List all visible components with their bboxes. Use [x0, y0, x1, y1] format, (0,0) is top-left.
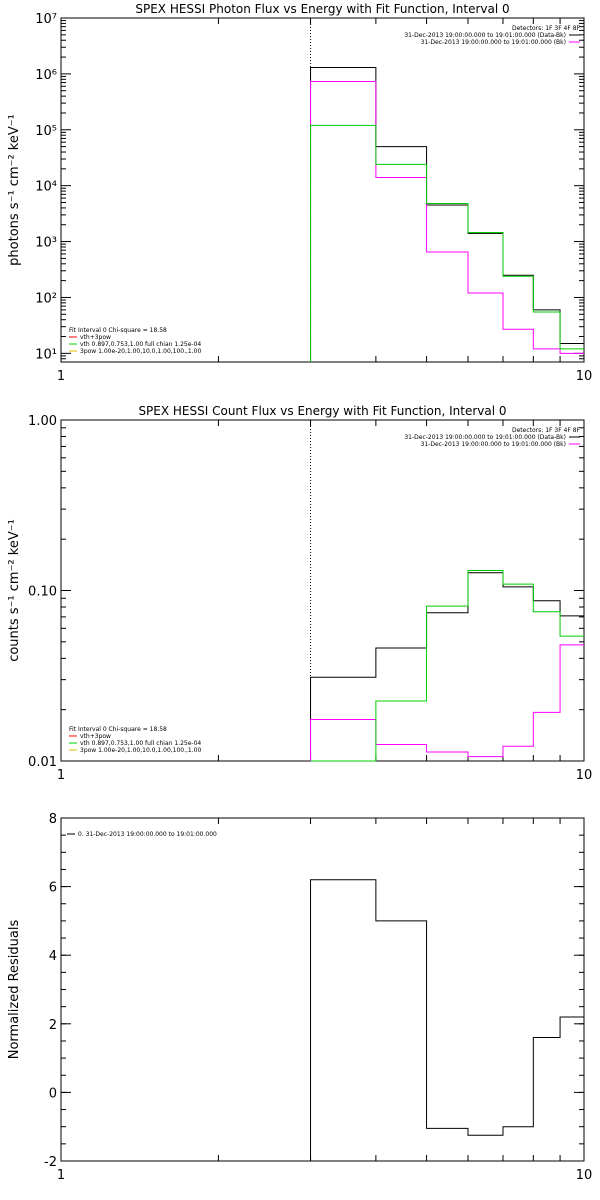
legend-item-label: 0. 31-Dec-2013 19:00:00.000 to 19:01:00.… — [78, 831, 217, 838]
plot-frame — [60, 817, 585, 1162]
x-tick-label: 10 — [576, 369, 593, 384]
y-axis-label: photons s⁻¹ cm⁻² keV⁻¹ — [7, 114, 22, 266]
y-axis-label: Normalized Residuals — [7, 920, 22, 1060]
x-tick-label: 1 — [57, 369, 65, 384]
chart-title: SPEX HESSI Photon Flux vs Energy with Fi… — [135, 2, 509, 16]
legend-item-label: 31-Dec-2013 19:00:00.000 to 19:01:00.000… — [404, 434, 566, 441]
y-axis-label: counts s⁻¹ cm⁻² keV⁻¹ — [7, 519, 22, 662]
y-tick-label: 4 — [49, 949, 57, 964]
x-tick-label: 1 — [57, 1168, 65, 1183]
y-tick-label: 10⁶ — [35, 68, 57, 83]
series-1-line — [310, 572, 584, 761]
legend-tl-block: 0. 31-Dec-2013 19:00:00.000 to 19:01:00.… — [67, 831, 217, 838]
x-tick-label: 1 — [57, 768, 65, 783]
legend-header: Fit Interval 0 Chi-square = 18.58 — [69, 726, 167, 733]
legend-item-label: 31-Dec-2013 19:00:00.000 to 19:01:00.000… — [421, 441, 566, 448]
chart-panel-3: Normalized Residuals 1 10 -2 0 2 4 6 8 0. 31-Dec-… — [7, 812, 592, 1183]
legend-item-label: 31-Dec-2013 19:00:00.000 to 19:01:00.000… — [421, 39, 566, 46]
series-2-line — [310, 81, 584, 362]
legend-item-label: vth+3pow — [80, 334, 111, 341]
legend-header: Detectors: 1F 3F 4F 8F — [512, 427, 581, 434]
legend-bl-block: Fit Interval 0 Chi-square = 18.58vth+3po… — [69, 327, 201, 355]
series-1-line — [310, 67, 584, 362]
plot-frame — [60, 17, 585, 363]
y-tick-label: 10⁴ — [35, 180, 57, 195]
y-tick-label: 10³ — [35, 236, 57, 251]
chart-panel-2: SPEX HESSI Count Flux vs Energy with Fit… — [7, 404, 592, 783]
legend-item-label: vth 0.897,0.753,1.00 full chian 1.25e-04 — [80, 341, 201, 348]
y-tick-label: -2 — [44, 1155, 57, 1170]
legend-item-label: vth+3pow — [80, 733, 111, 740]
legend-bl-block: Fit Interval 0 Chi-square = 18.58vth+3po… — [69, 726, 201, 754]
y-tick-label: 0.01 — [28, 755, 57, 770]
y-tick-label: 0.10 — [28, 585, 57, 600]
y-tick-label: 1.00 — [28, 414, 57, 429]
legend-item-label: 3pow 1.00e-20,1.00,10.0,1.00,100.,1.00 — [80, 747, 201, 754]
y-tick-label: 10¹ — [35, 347, 57, 362]
chart-title: SPEX HESSI Count Flux vs Energy with Fit… — [138, 404, 506, 418]
y-tick-label: 10⁷ — [35, 12, 57, 27]
x-tick-label: 10 — [576, 768, 593, 783]
y-tick-label: 0 — [49, 1086, 57, 1101]
y-tick-label: 10² — [35, 291, 57, 306]
legend-header: Detectors: 1F 3F 4F 8F — [512, 25, 581, 32]
series-3-line — [310, 124, 584, 362]
legend-item-label: vth 0.897,0.753,1.00 full chian 1.25e-04 — [80, 740, 201, 747]
legend-item-label: 31-Dec-2013 19:00:00.000 to 19:01:00.000… — [404, 32, 566, 39]
legend-header: Fit Interval 0 Chi-square = 18.58 — [69, 327, 167, 334]
series-2-line — [310, 644, 584, 761]
legend-item-label: 3pow 1.00e-20,1.00,10.0,1.00,100.,1.00 — [80, 348, 201, 355]
y-tick-label: 10⁵ — [35, 124, 57, 139]
series-1-line — [310, 879, 584, 1161]
y-tick-label: 2 — [49, 1018, 57, 1033]
plot-frame — [60, 419, 585, 762]
y-tick-label: 6 — [49, 881, 57, 896]
chart-panel-1: SPEX HESSI Photon Flux vs Energy with Fi… — [7, 2, 592, 384]
x-tick-label: 10 — [576, 1168, 593, 1183]
y-tick-label: 8 — [49, 812, 57, 827]
series-3-line — [310, 570, 584, 762]
